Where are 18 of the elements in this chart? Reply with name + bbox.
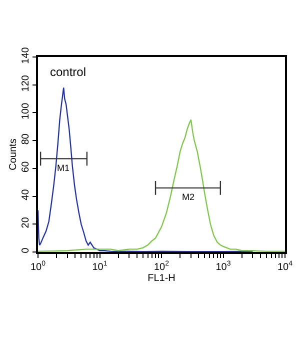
x-tick-label: 10$^{2}$ xyxy=(154,260,170,273)
annotation: M1 xyxy=(57,163,70,173)
y-tick-label: 40 xyxy=(20,188,32,200)
annotation: control xyxy=(50,65,86,79)
y-axis-title: Counts xyxy=(8,138,19,170)
y-tick-label: 100 xyxy=(20,102,32,120)
y-tick-label: 80 xyxy=(20,133,32,145)
y-tick-label: 140 xyxy=(20,46,32,64)
y-tick-label: 0 xyxy=(20,247,32,254)
x-axis-title: FL1-H xyxy=(148,272,176,284)
x-tick-label: 10$^{4}$ xyxy=(277,260,293,273)
annotation: M2 xyxy=(182,192,195,202)
y-tick-label: 120 xyxy=(20,74,32,92)
y-tick-label: 60 xyxy=(20,160,32,172)
x-tick-label: 10$^{3}$ xyxy=(216,260,231,273)
x-tick-label: 10$^{0}$ xyxy=(30,260,46,273)
x-tick-label: 10$^{1}$ xyxy=(92,260,108,273)
y-tick-label: 20 xyxy=(20,216,32,228)
